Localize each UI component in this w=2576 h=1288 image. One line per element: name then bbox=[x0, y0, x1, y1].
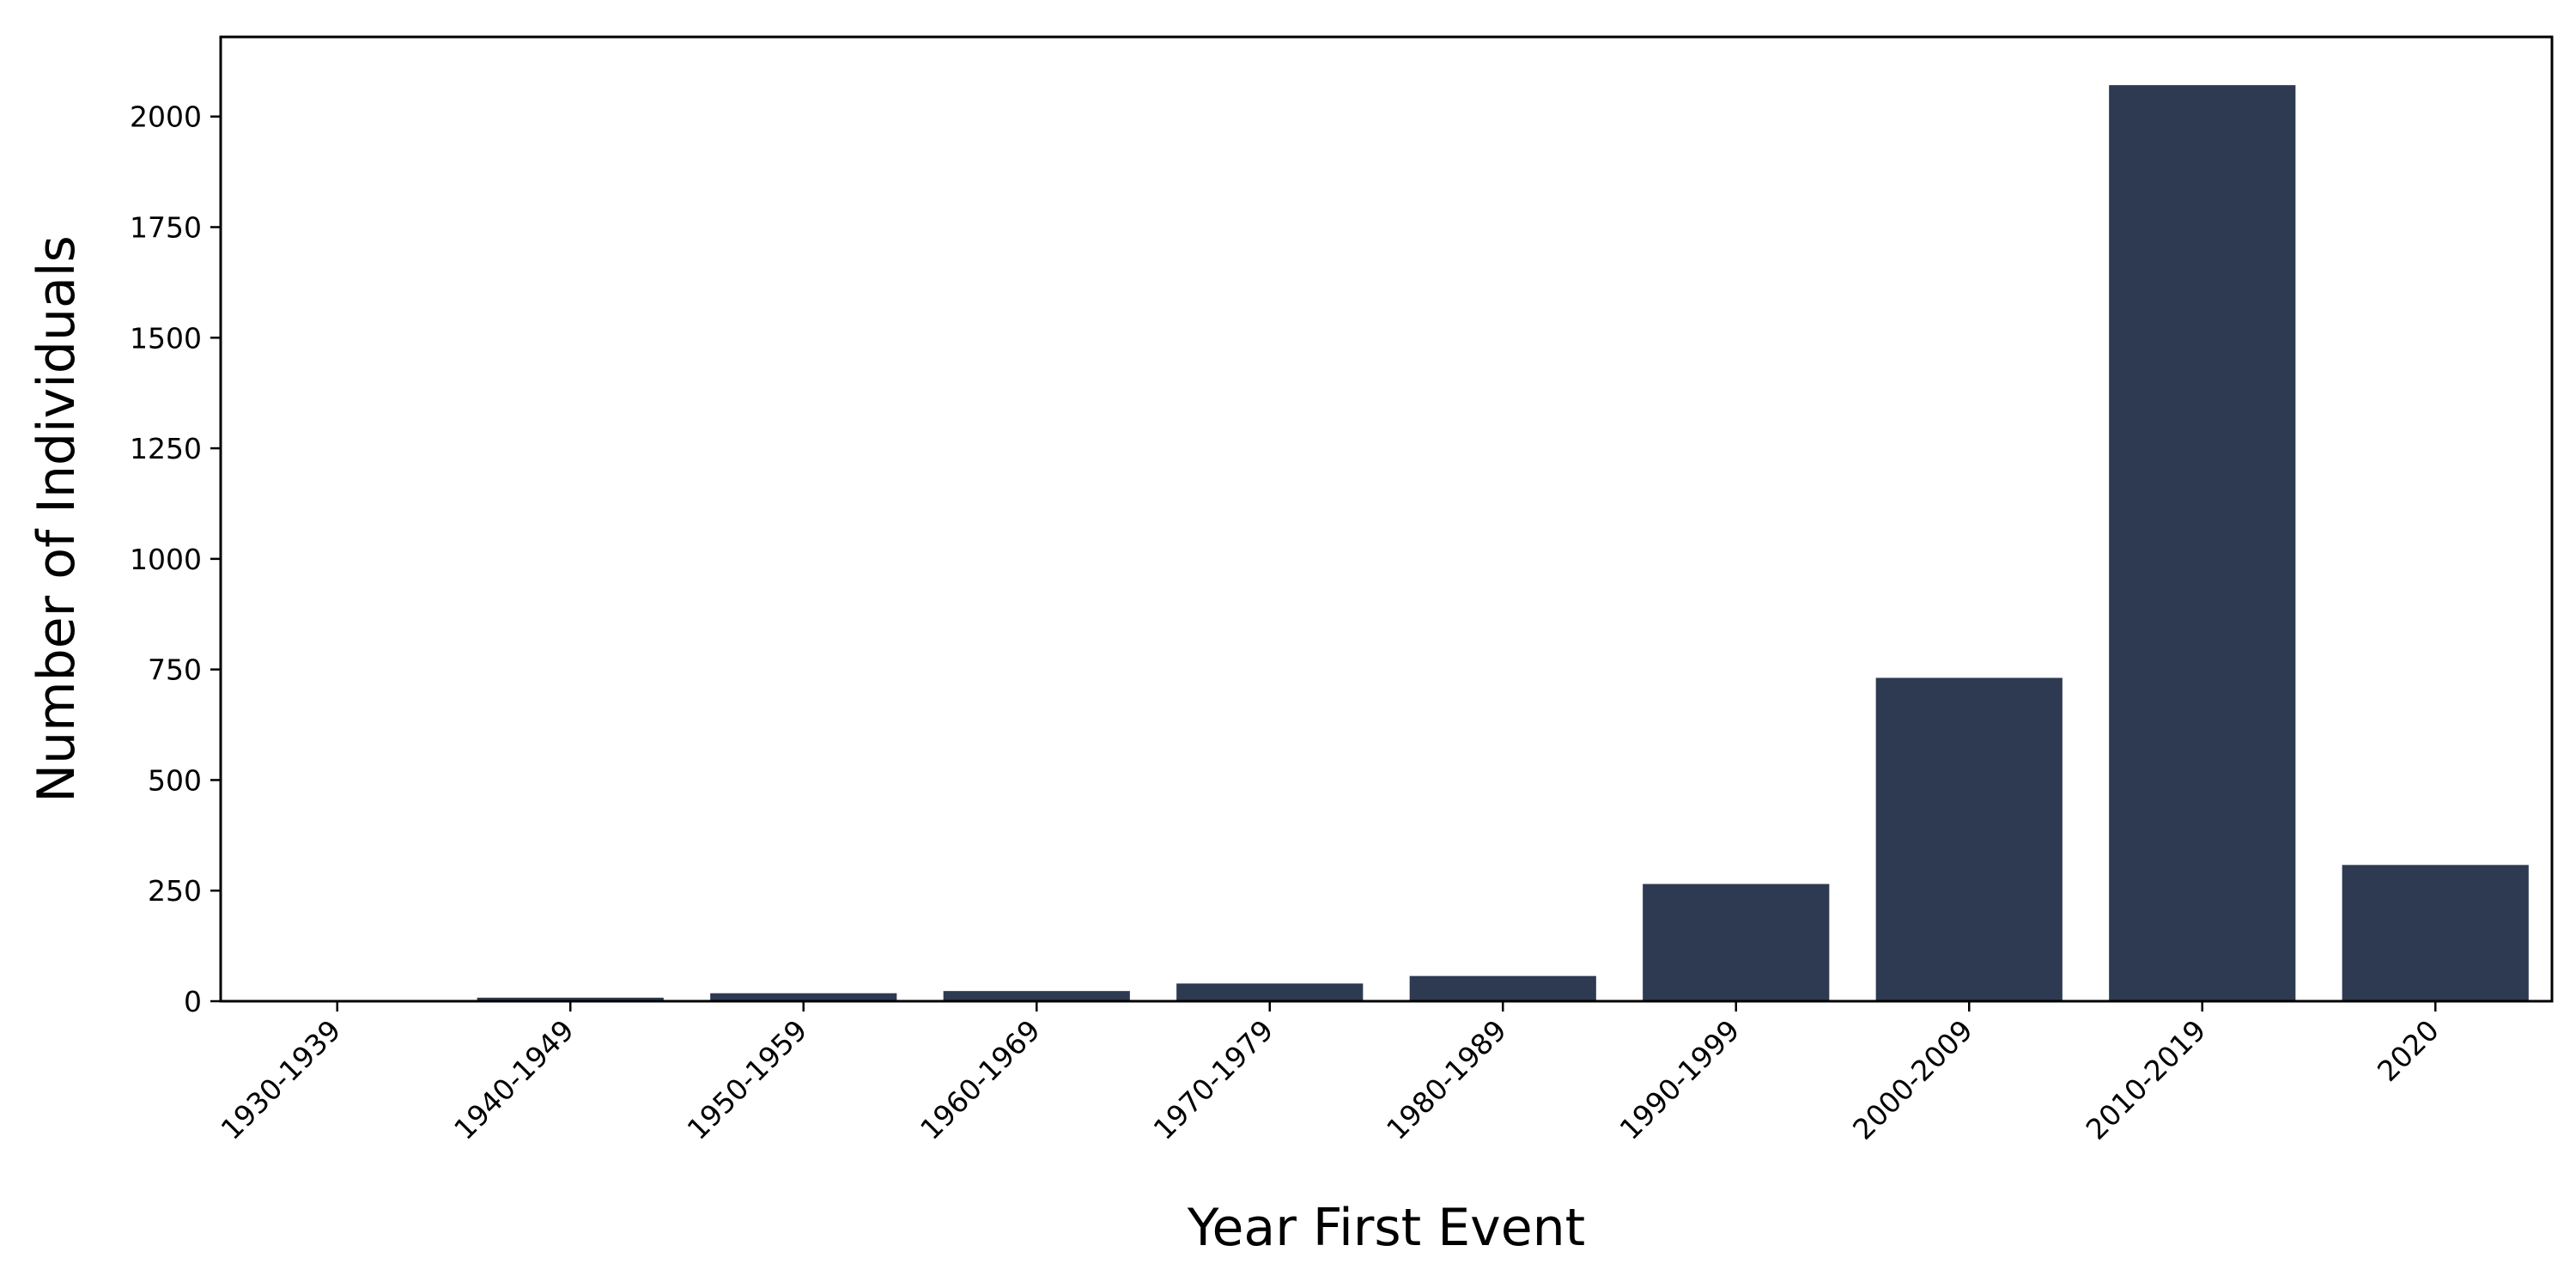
plot-frame bbox=[219, 35, 2554, 1003]
y-tick-label: 1000 bbox=[130, 543, 202, 576]
x-tick-label: 2010-2019 bbox=[2080, 1013, 2213, 1146]
bar-2010-2019 bbox=[2109, 85, 2296, 1001]
y-tick-label: 750 bbox=[148, 653, 202, 687]
bar-2020 bbox=[2342, 865, 2529, 1001]
y-tick-label: 1250 bbox=[130, 432, 202, 465]
x-tick-label: 1970-1979 bbox=[1147, 1013, 1280, 1146]
bar-1990-1999 bbox=[1643, 884, 1830, 1001]
x-tick-label: 1960-1969 bbox=[914, 1013, 1047, 1146]
bar-1960-1969 bbox=[943, 991, 1130, 1001]
x-axis-ticks: 1930-1939 1940-1949 1950-1959 1960-1969 1970… bbox=[215, 1001, 2445, 1146]
y-tick-label: 500 bbox=[148, 763, 202, 797]
y-tick-label: 250 bbox=[148, 874, 202, 908]
x-tick-label: 2020 bbox=[2371, 1013, 2445, 1088]
x-tick-label: 1980-1989 bbox=[1380, 1013, 1513, 1146]
y-axis-ticks: 0 250 500 750 1000 1250 1500 1750 2000 bbox=[130, 100, 221, 1018]
bar-1940-1949 bbox=[477, 997, 664, 1001]
bar-1970-1979 bbox=[1176, 983, 1364, 1001]
bar-1980-1989 bbox=[1409, 975, 1596, 1001]
bar-2000-2009 bbox=[1875, 677, 2063, 1001]
x-axis-label: Year First Event bbox=[1187, 1198, 1585, 1258]
x-tick-label: 1990-1999 bbox=[1613, 1013, 1747, 1146]
bar-1950-1959 bbox=[710, 993, 897, 1001]
x-tick-label: 2000-2009 bbox=[1846, 1013, 1979, 1146]
x-tick-label: 1930-1939 bbox=[215, 1013, 348, 1146]
y-tick-label: 1500 bbox=[130, 321, 202, 355]
y-tick-label: 1750 bbox=[130, 211, 202, 245]
x-tick-label: 1950-1959 bbox=[681, 1013, 814, 1146]
bars-group bbox=[244, 85, 2529, 1001]
y-axis-label: Number of Individuals bbox=[27, 235, 87, 802]
y-tick-label: 2000 bbox=[130, 100, 202, 134]
x-tick-label: 1940-1949 bbox=[447, 1013, 580, 1146]
y-tick-label: 0 bbox=[184, 985, 202, 1018]
